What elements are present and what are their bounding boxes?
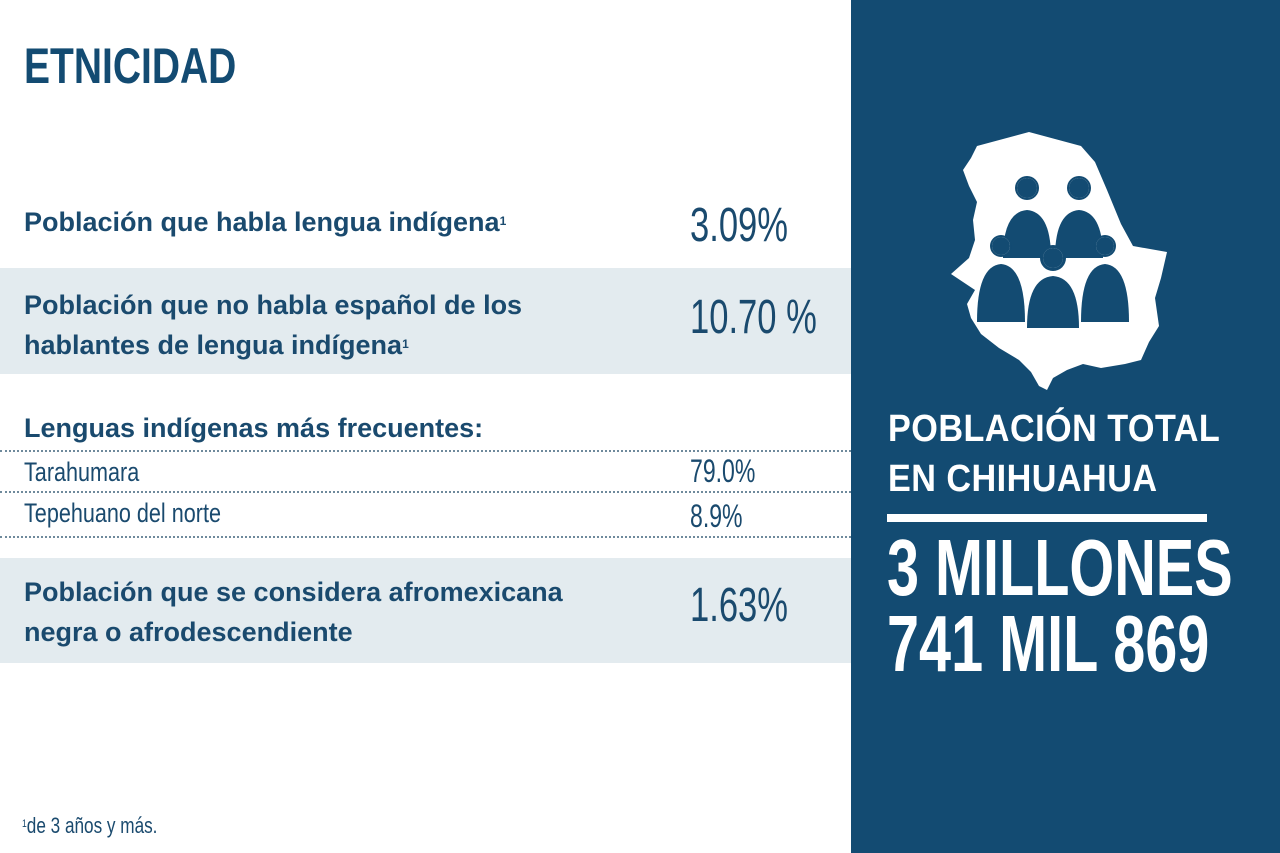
languages-heading: Lenguas indígenas más frecuentes: — [24, 413, 484, 443]
non-spanish-value: 10.70 % — [690, 291, 817, 344]
row-band-non-spanish — [0, 268, 851, 374]
language-name-tarahumara: Tarahumara — [24, 457, 140, 487]
non-spanish-label: Población que no habla español de los ha… — [24, 290, 523, 360]
afromexican-label: Población que se considera afromexicana … — [24, 577, 563, 647]
content-panel: ETNICIDAD Población que habla lengua ind… — [0, 38, 851, 838]
footnote: 1de 3 años y más. — [22, 813, 158, 838]
population-value: 3 MILLONES 741 MIL 869 — [887, 523, 1233, 688]
afromexican-value: 1.63% — [690, 579, 788, 632]
page-title: ETNICIDAD — [24, 38, 237, 94]
divider — [0, 491, 851, 493]
divider — [0, 536, 851, 538]
row-band-afromexican — [0, 558, 851, 663]
divider — [887, 514, 1207, 522]
indigenous-language-value: 3.09% — [690, 199, 788, 252]
language-value-tarahumara: 79.0% — [690, 453, 756, 489]
chihuahua-map-people-icon — [951, 132, 1167, 390]
population-panel: POBLACIÓN TOTAL EN CHIHUAHUA 3 MILLONES … — [851, 0, 1280, 853]
language-value-tepehuano: 8.9% — [690, 498, 743, 534]
population-label: POBLACIÓN TOTAL EN CHIHUAHUA — [888, 408, 1221, 500]
language-name-tepehuano: Tepehuano del norte — [24, 498, 221, 528]
divider — [0, 450, 851, 452]
indigenous-language-label: Población que habla lengua indígena1 — [24, 207, 507, 237]
